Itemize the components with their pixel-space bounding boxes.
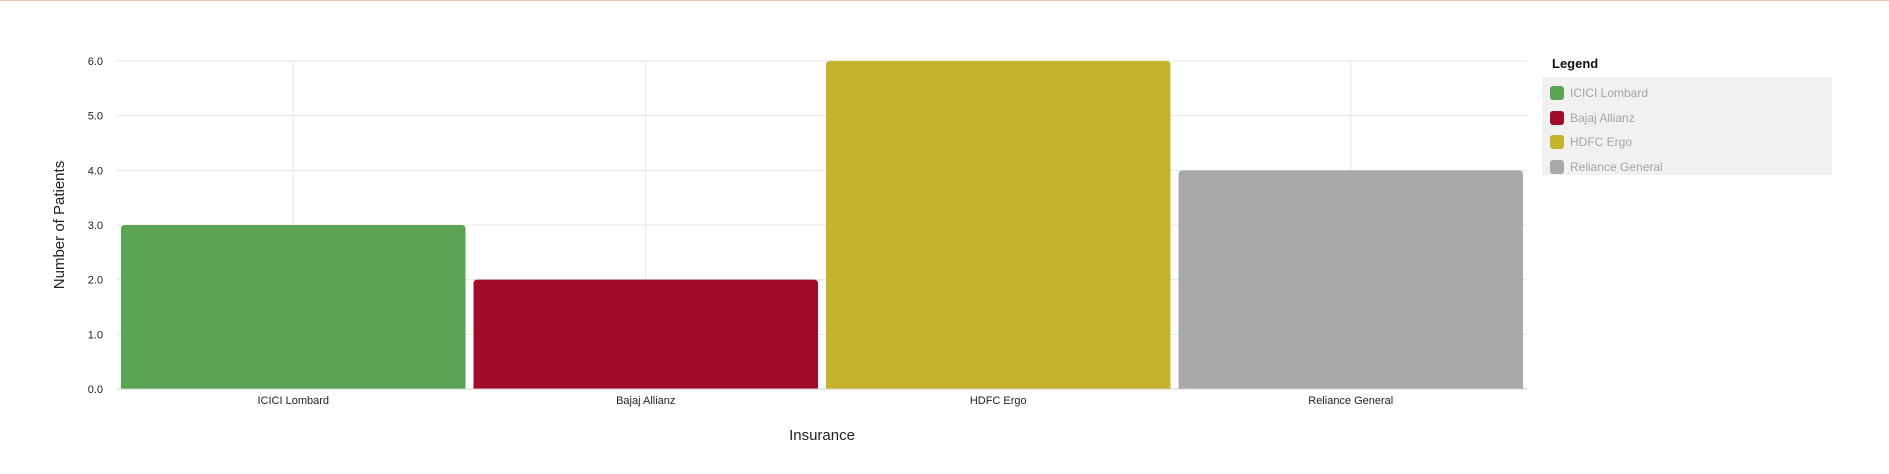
x-tick-label: HDFC Ergo (970, 395, 1027, 407)
legend-label: ICICI Lombard (1570, 86, 1649, 101)
x-axis-ticks: ICICI Lombard Bajaj Allianz HDFC Ergo Relia… (257, 395, 1393, 407)
legend-label: Bajaj Allianz (1570, 110, 1635, 125)
y-tick-label: 3.0 (88, 220, 103, 232)
legend-item[interactable]: ICICI Lombard (1542, 81, 1832, 106)
legend-swatch (1550, 159, 1564, 174)
y-tick-label: 6.0 (88, 56, 103, 68)
y-tick-label: 0.0 (88, 384, 103, 396)
legend-item[interactable]: HDFC Ergo (1542, 130, 1832, 155)
bar-hdfc-ergo[interactable] (826, 61, 1171, 389)
y-tick-label: 2.0 (88, 275, 103, 287)
top-border (0, 0, 1889, 1)
legend-title: Legend (1552, 56, 1599, 71)
bar-bajaj-allianz[interactable] (473, 279, 819, 389)
y-tick-label: 4.0 (88, 165, 103, 177)
legend-label: HDFC Ergo (1570, 135, 1633, 150)
legend-swatch (1550, 86, 1564, 101)
legend: Legend ICICI Lombard Bajaj Allianz HDFC Er… (1542, 50, 1832, 175)
x-tick-label: Bajaj Allianz (616, 395, 675, 407)
x-tick-label: ICICI Lombard (257, 395, 329, 407)
legend-swatch (1550, 110, 1564, 125)
y-axis-ticks: 0.0 1.0 2.0 3.0 4.0 5.0 6.0 (88, 56, 103, 396)
bar-reliance-general[interactable] (1178, 170, 1524, 389)
legend-swatch (1550, 135, 1564, 150)
legend-item[interactable]: Reliance General (1542, 155, 1832, 180)
y-tick-label: 1.0 (88, 329, 103, 341)
y-axis-title: Number of Patients (51, 161, 68, 289)
x-axis-title: Insurance (789, 427, 855, 444)
y-tick-label: 5.0 (88, 111, 103, 123)
legend-box: ICICI Lombard Bajaj Allianz HDFC Ergo Relia… (1542, 77, 1832, 175)
bars (121, 61, 1523, 389)
x-tick-label: Reliance General (1308, 395, 1393, 407)
legend-item[interactable]: Bajaj Allianz (1542, 106, 1832, 131)
bar-icici-lombard[interactable] (121, 225, 466, 389)
legend-label: Reliance General (1570, 159, 1663, 174)
